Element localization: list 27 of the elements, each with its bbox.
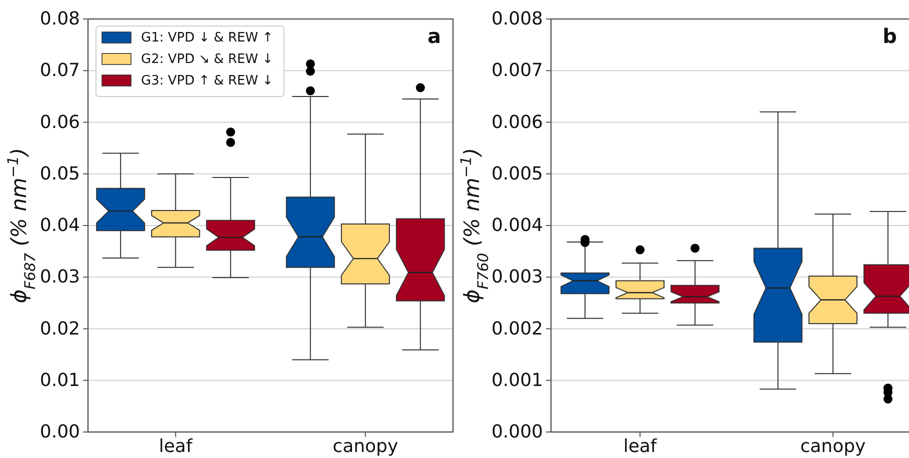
y-tick-label: 0.004 (491, 215, 543, 236)
y-tick-label: 0.04 (40, 215, 80, 236)
y-tick-label: 0.08 (40, 8, 80, 30)
x-tick-label: canopy (332, 436, 398, 457)
legend-label: G2: VPD ↘ & REW ↓ (141, 52, 274, 67)
legend-label: G1: VPD ↓ & REW ↑ (141, 30, 274, 46)
y-tick-label: 0.05 (40, 163, 80, 184)
chart-title: a (428, 24, 441, 48)
y-tick-label: 0.008 (491, 8, 543, 30)
y-tick-label: 0.007 (491, 60, 543, 82)
legend-label: G3: VPD ↑ & REW ↓ (141, 74, 274, 88)
y-tick-label: 0.06 (40, 112, 80, 133)
y-tick-label: 0.002 (491, 318, 543, 340)
y-tick-label: 0.01 (40, 370, 80, 391)
chart-title: b (882, 24, 897, 48)
y-tick-label: 0.000 (491, 422, 543, 442)
y-tick-label: 0.03 (40, 266, 80, 288)
y-tick-label: 0.07 (40, 60, 80, 82)
y-tick-label: 0.00 (40, 422, 80, 442)
y-tick-label: 0.006 (491, 112, 543, 133)
y-tick-label: 0.005 (491, 163, 543, 184)
x-tick-label: leaf (158, 436, 193, 457)
x-tick-label: canopy (800, 436, 866, 457)
y-tick-label: 0.001 (491, 370, 543, 391)
y-tick-label: 0.003 (491, 266, 543, 288)
x-tick-label: leaf (623, 436, 658, 457)
y-tick-label: 0.02 (40, 318, 80, 340)
